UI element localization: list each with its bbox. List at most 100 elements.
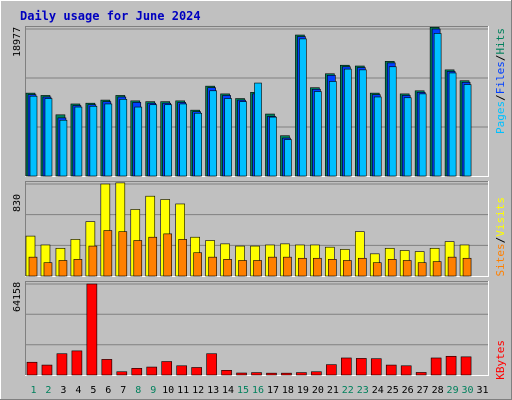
bar-sites-day-18: [283, 256, 292, 277]
day-label-27: 27: [417, 385, 429, 396]
bar-kbytes-day-19: [296, 372, 307, 376]
legend-2: KBytes: [494, 340, 507, 380]
bar-kbytes-day-20: [311, 371, 322, 376]
day-label-5: 5: [90, 385, 96, 396]
bar-kbytes-day-4: [71, 350, 83, 376]
bar-pages-day-12: [194, 112, 202, 177]
bar-sites-day-26: [402, 260, 412, 277]
bar-kbytes-day-1: [26, 361, 38, 376]
bar-pages-day-3: [59, 119, 68, 177]
bar-kbytes-day-10: [161, 361, 173, 376]
bar-pages-day-9: [149, 104, 158, 177]
bar-sites-day-9: [148, 236, 158, 277]
chart-marks: [25, 26, 472, 376]
bar-sites-day-19: [298, 257, 307, 277]
day-label-22: 22: [342, 385, 354, 396]
legend-separator: /: [494, 94, 507, 101]
legend-1: Sites/Visits: [494, 197, 507, 277]
bar-sites-day-24: [372, 262, 382, 277]
day-label-23: 23: [357, 385, 369, 396]
bar-sites-day-29: [447, 256, 457, 277]
bar-kbytes-day-16: [251, 372, 262, 376]
day-label-21: 21: [327, 385, 339, 396]
day-label-6: 6: [105, 385, 111, 396]
bar-kbytes-day-11: [176, 365, 187, 376]
day-label-4: 4: [75, 385, 81, 396]
ymax-label-2: 64158: [12, 282, 23, 312]
bar-kbytes-day-18: [281, 372, 292, 376]
bar-sites-day-14: [223, 259, 232, 277]
bar-sites-day-22: [343, 260, 352, 277]
bar-sites-day-2: [43, 262, 53, 277]
bar-pages-day-1: [29, 95, 38, 177]
bar-sites-day-25: [387, 259, 397, 277]
bar-kbytes-day-17: [266, 372, 277, 376]
bar-kbytes-day-9: [146, 366, 158, 376]
bar-kbytes-day-29: [445, 355, 457, 376]
bar-pages-day-16: [254, 82, 262, 177]
bar-sites-day-6: [103, 230, 113, 277]
bar-pages-day-5: [89, 105, 98, 177]
day-label-18: 18: [282, 385, 294, 396]
bar-kbytes-day-21: [326, 364, 337, 376]
day-label-20: 20: [312, 385, 324, 396]
legend-separator: /: [494, 237, 507, 244]
bar-pages-day-4: [74, 106, 83, 177]
bar-sites-day-7: [118, 231, 128, 277]
bar-sites-day-17: [268, 256, 277, 277]
bar-kbytes-day-15: [236, 372, 247, 376]
bar-sites-day-11: [178, 239, 187, 277]
day-label-15: 15: [237, 385, 249, 396]
bar-pages-day-13: [209, 90, 217, 177]
bar-sites-day-3: [58, 260, 68, 277]
bar-sites-day-28: [432, 261, 442, 277]
day-label-19: 19: [297, 385, 309, 396]
bar-kbytes-day-25: [385, 364, 397, 376]
bar-pages-day-18: [284, 139, 292, 177]
bar-sites-day-5: [88, 245, 98, 277]
day-label-14: 14: [222, 385, 234, 396]
day-label-10: 10: [162, 385, 174, 396]
day-label-12: 12: [192, 385, 204, 396]
day-label-13: 13: [207, 385, 219, 396]
bar-pages-day-29: [448, 72, 457, 177]
day-label-7: 7: [120, 385, 126, 396]
bar-kbytes-day-22: [341, 357, 352, 376]
bar-kbytes-day-5: [86, 283, 98, 376]
day-label-11: 11: [177, 385, 189, 396]
day-label-1: 1: [30, 385, 36, 396]
bar-pages-day-7: [119, 99, 128, 177]
legend-entry-files: Files: [494, 61, 507, 94]
bar-pages-day-25: [388, 66, 397, 177]
bar-kbytes-day-24: [370, 358, 382, 376]
bar-pages-day-2: [44, 98, 53, 177]
day-label-26: 26: [402, 385, 414, 396]
bar-pages-day-24: [373, 96, 382, 177]
bar-sites-day-4: [73, 259, 83, 277]
legend-0: Pages/Files/Hits: [494, 28, 507, 134]
legend-separator: /: [494, 55, 507, 62]
bar-pages-day-21: [329, 81, 337, 177]
day-label-29: 29: [447, 385, 459, 396]
bar-kbytes-day-23: [355, 358, 367, 376]
bar-sites-day-23: [357, 257, 367, 277]
bar-sites-day-21: [328, 259, 337, 277]
bar-kbytes-day-28: [430, 357, 442, 376]
bar-sites-day-1: [28, 256, 38, 277]
bar-sites-day-8: [133, 240, 143, 277]
bar-pages-day-17: [269, 116, 277, 177]
bar-pages-day-14: [224, 98, 232, 177]
bar-kbytes-day-30: [460, 356, 472, 376]
day-label-24: 24: [372, 385, 384, 396]
ymax-label-1: 830: [12, 194, 23, 212]
bar-sites-day-13: [208, 256, 217, 277]
bar-pages-day-11: [179, 103, 187, 177]
bar-kbytes-day-6: [101, 359, 113, 376]
ymax-label-0: 18977: [12, 27, 23, 57]
bar-sites-day-16: [253, 260, 262, 277]
bar-kbytes-day-7: [116, 371, 128, 376]
bar-pages-day-19: [299, 38, 307, 177]
bar-kbytes-day-12: [191, 367, 202, 376]
